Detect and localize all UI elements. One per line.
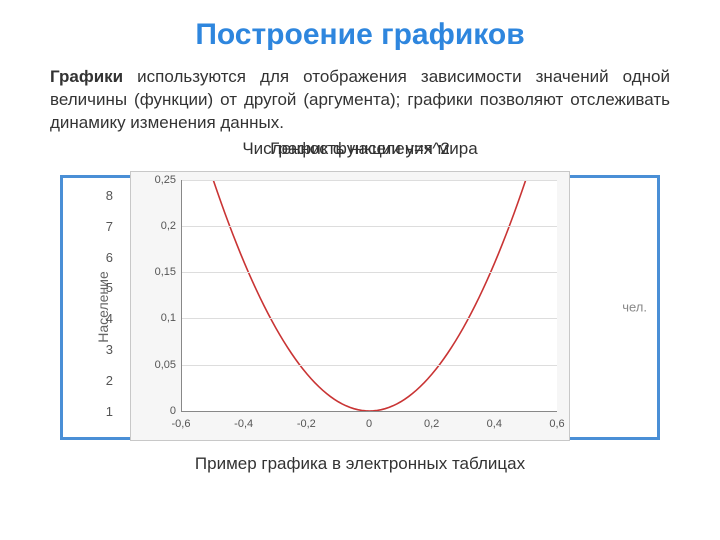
page-title: Построение графиков [0,18,720,52]
gridline [182,272,557,273]
back-chart-ytick: 1 [97,404,113,419]
back-chart-yticks: 8 7 6 5 4 3 2 1 [97,188,113,419]
back-chart-ytick: 7 [97,219,113,234]
back-chart-right-label: чел. [622,300,647,315]
gridline [182,365,557,366]
intro-lead: Графики [50,67,123,86]
front-chart: 00,050,10,150,20,25 -0,6-0,4-0,200,20,40… [130,171,570,441]
front-chart-xtick: -0,4 [234,418,253,430]
front-chart-ytick: 0,25 [142,174,176,186]
front-chart-xtick: 0,2 [424,418,439,430]
chart-caption: Пример графика в электронных таблицах [0,454,720,474]
back-chart-ytick: 2 [97,373,113,388]
gridline [182,180,557,181]
chart-stage: Население 87654321 чел. 00,050,10,150,20… [60,175,660,440]
front-chart-xtick: -0,6 [172,418,191,430]
intro-rest: используются для отображения зависимости… [50,67,670,132]
parabola-line [213,180,526,411]
parabola-curve [182,180,557,411]
front-chart-xtick: -0,2 [297,418,316,430]
plot-area: 00,050,10,150,20,25 [181,180,557,412]
front-chart-xtick: 0,4 [487,418,502,430]
front-chart-xtick: 0,6 [549,418,564,430]
back-chart-ytick: 6 [97,250,113,265]
front-chart-xticks: -0,6-0,4-0,200,20,40,6 [181,418,557,434]
front-chart-ytick: 0,1 [142,312,176,324]
front-chart-ytick: 0,05 [142,359,176,371]
gridline [182,226,557,227]
front-chart-ytick: 0,15 [142,266,176,278]
back-chart-ytick: 8 [97,188,113,203]
front-chart-ytick: 0,2 [142,220,176,232]
back-chart-ytick: 3 [97,342,113,357]
front-chart-ytick: 0 [142,405,176,417]
intro-paragraph: Графики используются для отображения зав… [50,66,670,135]
front-chart-xtick: 0 [366,418,372,430]
back-chart-ytick: 4 [97,311,113,326]
back-chart-ytick: 5 [97,280,113,295]
front-chart-title: График функции у=х^2 [0,139,720,159]
chart-titles-overlap: Численность населения мира График функци… [0,139,720,167]
gridline [182,318,557,319]
